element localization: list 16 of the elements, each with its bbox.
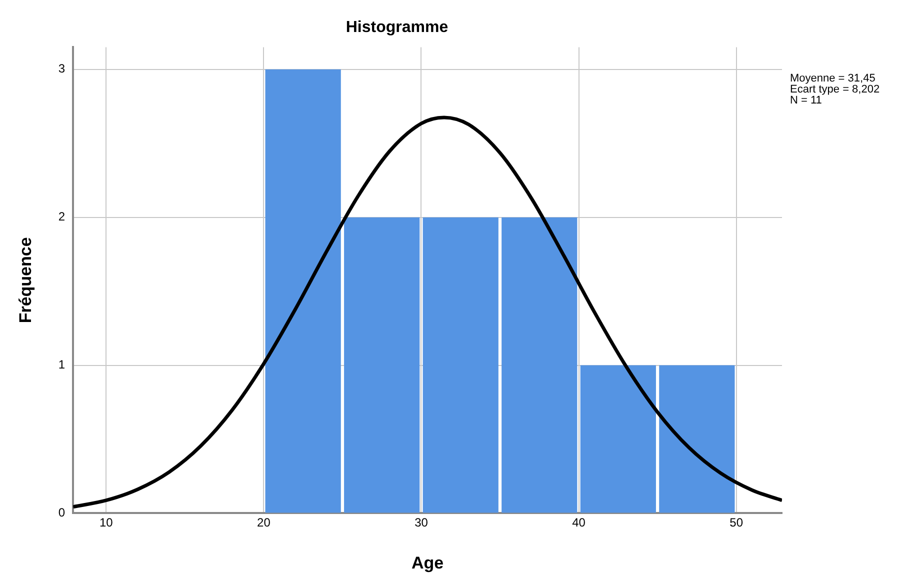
x-tick-label: 30: [414, 516, 428, 530]
x-axis-title: Age: [411, 553, 444, 572]
text: Moyenne = 31,45: [790, 72, 876, 85]
y-axis-title: Fréquence: [16, 237, 35, 324]
text: N = 11: [790, 94, 822, 107]
y-tick-label: 0: [58, 506, 66, 520]
x-tick-label: 40: [572, 516, 586, 530]
x-tick-label: 20: [257, 516, 271, 530]
line-series: [73, 116, 782, 509]
text: Ecart type = 8,202: [790, 84, 880, 96]
chart-title: Histogramme: [346, 19, 448, 36]
x-tick-label: 50: [730, 516, 744, 530]
y-tick-label: 1: [58, 358, 66, 372]
y-tick-label: 3: [58, 62, 66, 76]
y-tick-label: 2: [58, 210, 66, 224]
x-tick-label: 10: [99, 516, 114, 530]
